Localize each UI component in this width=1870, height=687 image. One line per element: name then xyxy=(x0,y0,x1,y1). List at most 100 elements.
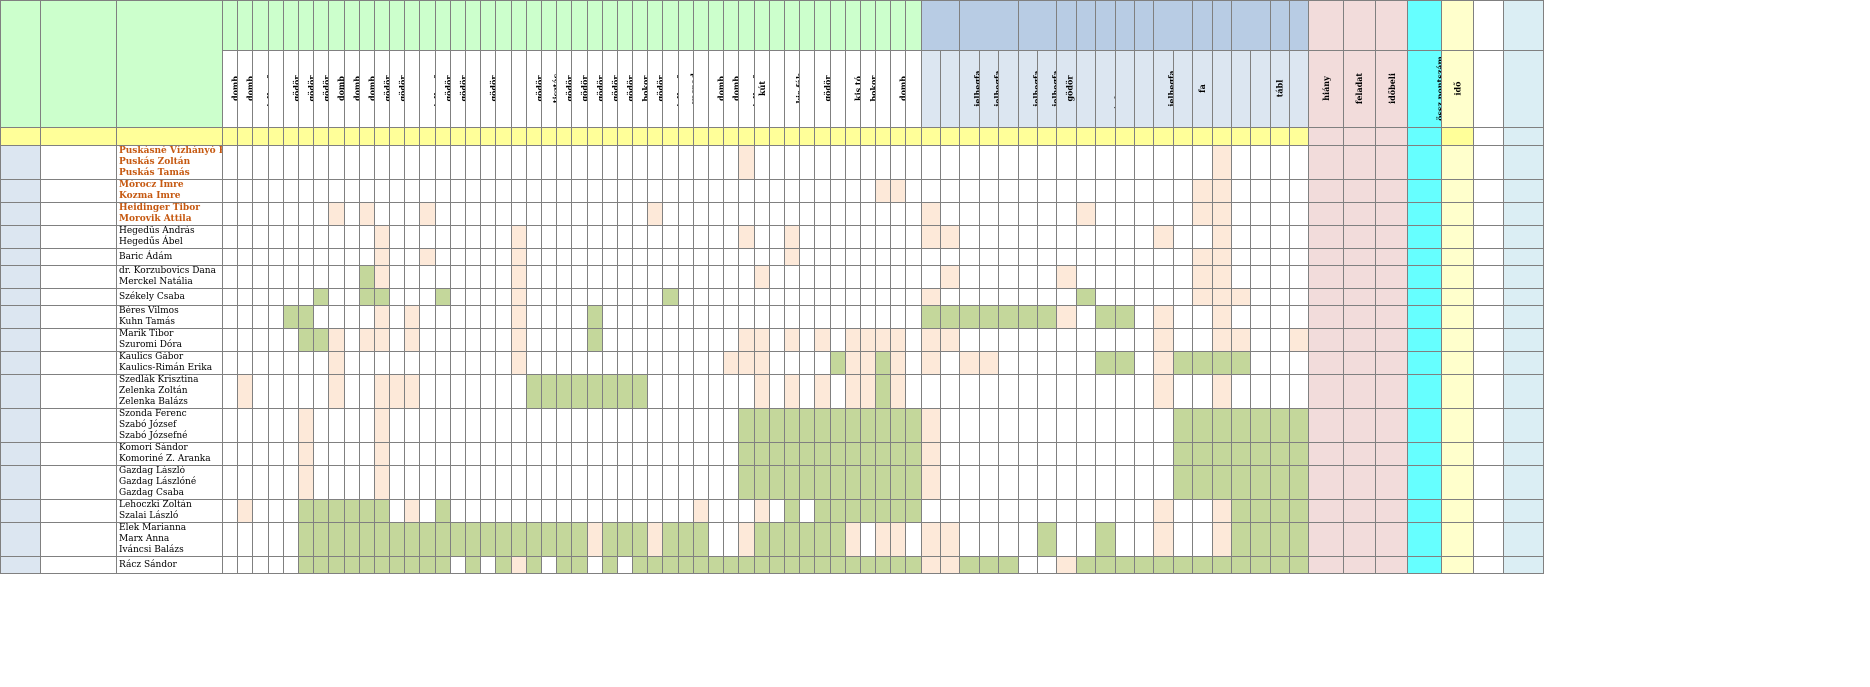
f-score xyxy=(1172,351,1194,375)
f-score xyxy=(978,328,1000,352)
ido-pont-cell xyxy=(1375,556,1409,574)
cp-score xyxy=(647,288,664,306)
f-score xyxy=(940,522,961,557)
points-cp xyxy=(252,127,269,146)
f-score xyxy=(959,522,980,557)
total-type: időbeli xyxy=(1375,50,1409,128)
cp-score xyxy=(753,202,770,226)
header-cp xyxy=(632,0,649,51)
total-type: feladat xyxy=(1343,50,1377,128)
f-score xyxy=(1036,328,1058,352)
header-cp xyxy=(829,0,846,51)
cp-score xyxy=(389,465,406,500)
cp-score xyxy=(556,442,573,466)
competitor-name: Kozma Imre xyxy=(119,191,181,201)
f-score xyxy=(1036,374,1058,409)
cp-score xyxy=(859,442,877,466)
cp-score xyxy=(814,328,831,352)
f-score xyxy=(1114,288,1135,306)
f-score xyxy=(1172,248,1194,266)
f-type: jelhegfa xyxy=(959,50,980,128)
f-score xyxy=(920,305,942,329)
f-score xyxy=(1230,145,1252,180)
ido-cell xyxy=(1441,225,1475,249)
cp-score xyxy=(510,374,527,409)
f-score xyxy=(1153,374,1174,409)
cp-score xyxy=(875,202,892,226)
cp-score xyxy=(252,556,269,574)
cp-score xyxy=(586,265,603,289)
cp-score xyxy=(404,408,421,443)
f-score xyxy=(920,145,942,180)
cp-score xyxy=(480,351,497,375)
place-cell xyxy=(0,499,41,523)
cp-score xyxy=(875,225,892,249)
type-label: feladat xyxy=(1354,72,1365,105)
cp-score xyxy=(616,442,634,466)
cp-score xyxy=(267,288,284,306)
type-label: gödör xyxy=(397,75,405,102)
f-score xyxy=(1153,556,1174,574)
f-score xyxy=(1153,225,1174,249)
points-cp xyxy=(480,127,497,146)
cp-score xyxy=(814,265,831,289)
table-row: Mórocz Imre Kozma Imre xyxy=(0,179,1545,203)
cp-score xyxy=(313,179,330,203)
header-okp-top xyxy=(1503,0,1545,51)
cp-score xyxy=(373,465,391,500)
competitor-name: Szalai László xyxy=(119,511,179,521)
competitors-cell: Szonda Ferenc Szabó József Szabó Józsefné xyxy=(116,408,223,443)
type-label: gödör xyxy=(579,75,587,102)
points-cp xyxy=(707,127,725,146)
header-cp xyxy=(890,0,907,51)
cp-score xyxy=(632,374,649,409)
cp-score xyxy=(586,499,603,523)
cp-score xyxy=(434,225,451,249)
points-f xyxy=(1289,127,1310,146)
f-score xyxy=(1075,305,1097,329)
f-score xyxy=(920,351,942,375)
okp-cell xyxy=(1503,465,1545,500)
f-score xyxy=(978,225,1000,249)
points-cp xyxy=(267,127,284,146)
f-score xyxy=(1133,202,1155,226)
okp-cell xyxy=(1503,522,1545,557)
cp-score xyxy=(586,328,603,352)
ido-pont-cell xyxy=(1375,179,1409,203)
cp-score xyxy=(616,374,634,409)
points-f xyxy=(940,127,961,146)
f-score xyxy=(1114,556,1135,574)
ido-pont-cell xyxy=(1375,374,1409,409)
cp-score xyxy=(738,179,755,203)
f-score xyxy=(1036,202,1058,226)
cp-score xyxy=(707,225,725,249)
cp-score xyxy=(297,145,315,180)
cp-score xyxy=(814,465,831,500)
feladat-cell xyxy=(1343,408,1377,443)
cp-score xyxy=(419,465,436,500)
team-cell xyxy=(40,265,117,289)
cp-score xyxy=(495,202,512,226)
cp-score xyxy=(389,499,406,523)
cp-score xyxy=(373,522,391,557)
points-cp xyxy=(723,127,740,146)
cp-score xyxy=(389,328,406,352)
place-cell xyxy=(0,225,41,249)
f-score xyxy=(998,465,1019,500)
cp-score xyxy=(586,305,603,329)
cp-score xyxy=(252,179,269,203)
place-cell xyxy=(0,248,41,266)
cp-score xyxy=(859,248,877,266)
cp-score xyxy=(707,442,725,466)
f-score xyxy=(1269,499,1291,523)
cp-score xyxy=(252,374,269,409)
cp-type: gödör xyxy=(297,50,315,128)
f-score xyxy=(1095,374,1116,409)
f-score xyxy=(920,374,942,409)
f-score xyxy=(1133,288,1155,306)
competitor-name: Kaulics-Rimán Erika xyxy=(119,363,213,373)
cp-score xyxy=(905,265,922,289)
f-score xyxy=(1172,556,1194,574)
cp-type: kút xyxy=(753,50,770,128)
cp-score xyxy=(419,288,436,306)
